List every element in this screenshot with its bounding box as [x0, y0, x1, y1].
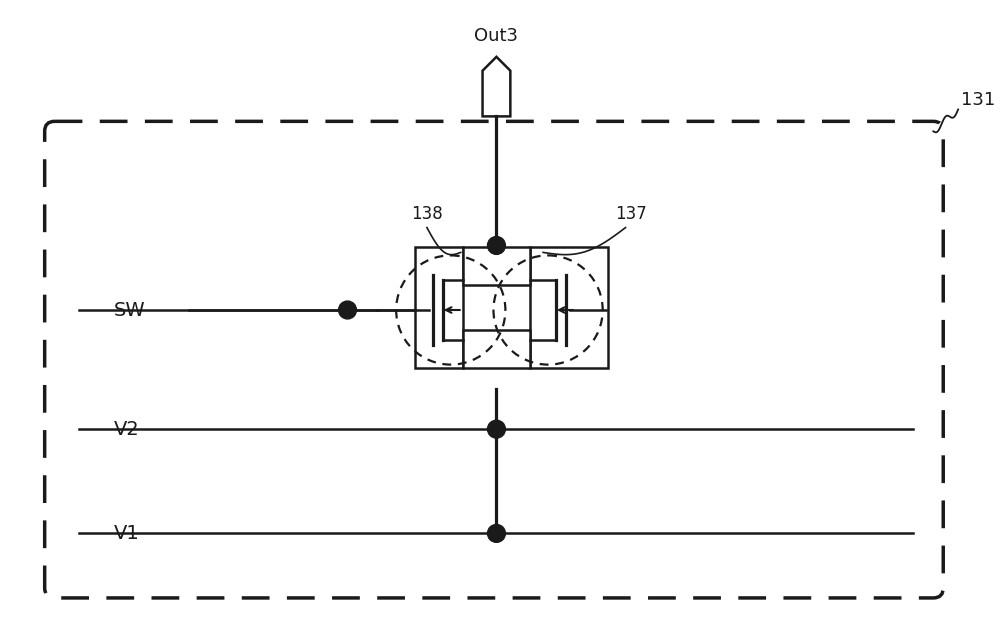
- Text: 137: 137: [616, 205, 647, 223]
- Circle shape: [488, 236, 505, 254]
- Text: SW: SW: [114, 301, 146, 319]
- Circle shape: [488, 525, 505, 542]
- Bar: [463, 330, 530, 368]
- Circle shape: [339, 301, 356, 319]
- Text: Out3: Out3: [474, 27, 518, 45]
- Bar: [530, 247, 608, 368]
- Bar: [415, 247, 463, 368]
- Bar: [463, 247, 530, 285]
- Text: V1: V1: [114, 524, 140, 543]
- Text: 131: 131: [961, 91, 995, 110]
- Text: V2: V2: [114, 420, 140, 438]
- Polygon shape: [483, 57, 510, 117]
- Text: 138: 138: [411, 205, 443, 223]
- Circle shape: [488, 420, 505, 438]
